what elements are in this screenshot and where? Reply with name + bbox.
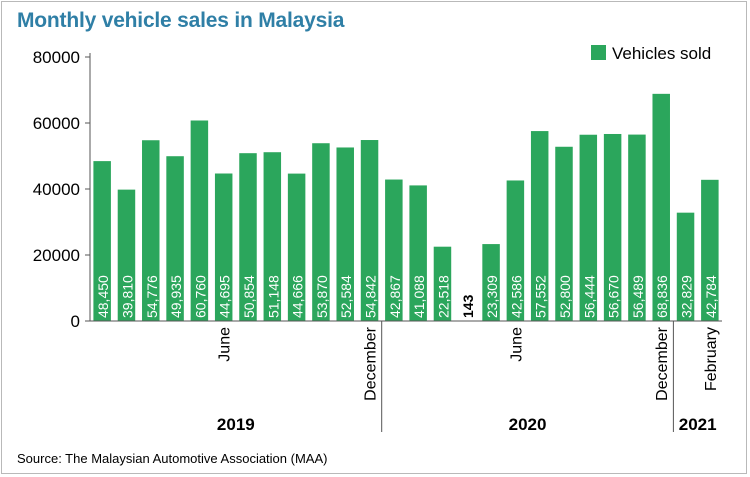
bar: [93, 161, 111, 321]
bar-value-label: 54,842: [363, 275, 379, 318]
bar: [652, 93, 670, 321]
bar: [482, 244, 500, 321]
y-tick-label: 80000: [33, 48, 80, 67]
bar: [530, 131, 549, 321]
bar-value-label: 42,586: [508, 275, 524, 318]
month-label: June: [217, 327, 234, 362]
bar-value-label: 32,829: [679, 275, 695, 318]
bar: [676, 212, 695, 321]
bar-value-label: 41,088: [411, 275, 427, 318]
bar: [239, 153, 257, 321]
y-axis: 0 20000 40000 60000 80000: [33, 48, 91, 331]
bar: [312, 143, 330, 321]
y-tick-label: 0: [71, 312, 80, 331]
month-label: December: [654, 326, 671, 400]
year-label: 2021: [679, 415, 717, 434]
bar-value-label: 44,666: [290, 275, 306, 318]
year-label: 2020: [509, 415, 547, 434]
bar: [287, 173, 306, 321]
bar: [701, 179, 719, 321]
source-note: Source: The Malaysian Automotive Associa…: [17, 451, 328, 466]
bar-value-label: 42,784: [703, 275, 719, 318]
bar-value-label: 143: [460, 294, 476, 318]
bar-value-label: 52,800: [557, 275, 573, 318]
month-label: December: [363, 326, 380, 400]
bar: [628, 134, 646, 321]
bar-value-label: 52,584: [338, 275, 354, 318]
year-label: 2019: [217, 415, 255, 434]
bar: [506, 180, 525, 321]
bar-value-label: 50,854: [241, 275, 257, 318]
bar-value-label: 48,450: [95, 275, 111, 318]
bar: [190, 120, 209, 321]
y-tick-label: 20000: [33, 246, 80, 265]
bar-value-label: 42,867: [387, 275, 403, 318]
chart-title: Monthly vehicle sales in Malaysia: [17, 9, 345, 32]
bar: [409, 185, 427, 321]
bar-value-label: 22,518: [435, 275, 451, 318]
bar-value-label: 49,935: [168, 275, 184, 318]
bar-value-label: 68,836: [654, 275, 670, 318]
bar-value-label: 44,695: [217, 275, 233, 318]
legend-swatch: [591, 45, 606, 60]
bar-value-label: 53,870: [314, 275, 330, 318]
bar: [433, 246, 452, 321]
bar: [385, 179, 403, 321]
month-label: June: [508, 327, 525, 362]
bar-value-label: 56,489: [630, 275, 646, 318]
month-label: February: [703, 327, 720, 391]
bar: [214, 173, 233, 321]
bar: [117, 189, 136, 321]
bar-value-labels: 48,450 39,810 54,776 49,935 60,760 44,695 50,8…: [95, 275, 719, 318]
bar: [555, 146, 573, 321]
bar-value-label: 51,148: [265, 275, 281, 318]
bars: [93, 93, 719, 321]
bar-value-label: 57,552: [533, 275, 549, 318]
bar: [579, 134, 598, 321]
bar-value-label: 39,810: [119, 275, 135, 318]
bar-value-label: 56,670: [606, 275, 622, 318]
bar: [603, 133, 622, 321]
bar: [263, 152, 282, 321]
bar-value-label: 23,309: [484, 275, 500, 318]
bar-value-label: 54,776: [144, 275, 160, 318]
bar: [336, 147, 354, 321]
bar: [142, 140, 160, 321]
y-tick-label: 60000: [33, 114, 80, 133]
bar-value-label: 60,760: [192, 275, 208, 318]
legend-label: Vehicles sold: [612, 44, 711, 63]
bar: [360, 140, 379, 321]
bar-value-label: 56,444: [581, 275, 597, 318]
legend: Vehicles sold: [591, 44, 711, 63]
y-tick-label: 40000: [33, 180, 80, 199]
bar: [166, 156, 184, 321]
x-axis: 2019 2020 2021 June December June December Febr…: [90, 320, 722, 434]
